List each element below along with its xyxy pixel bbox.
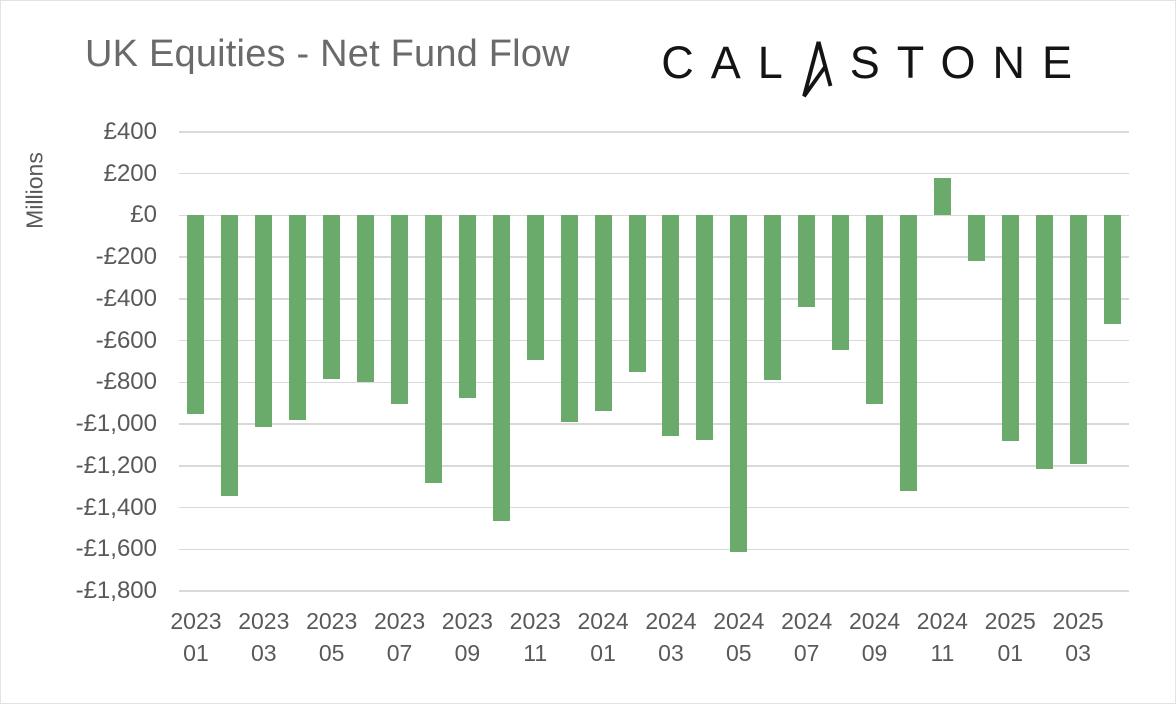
gridline <box>179 465 1129 467</box>
y-tick-label: -£1,400 <box>75 493 157 521</box>
x-axis: 2023 01 2023 03 2023 05 2023 07 2023 09 2023 11 2024… <box>170 605 1129 675</box>
x-tick-label: 2023 03 <box>238 608 290 666</box>
bar-2024-11 <box>933 177 951 216</box>
x-tick-label: 2024 09 <box>848 608 901 666</box>
x-tick-label: 2024 03 <box>645 608 697 666</box>
x-tick-label: 2025 03 <box>1052 608 1104 666</box>
bar-2023-11 <box>526 215 544 361</box>
bar-2023-08 <box>424 215 442 483</box>
logo-text-prefix: CAL <box>661 36 800 88</box>
x-tick-label: 2023 01 <box>170 608 222 666</box>
x-tick-label: 2024 05 <box>713 608 765 666</box>
calastone-arrow-a-icon <box>801 41 833 98</box>
bar-2023-01 <box>187 215 205 414</box>
gridline <box>179 381 1129 384</box>
y-tick-label: -£1,600 <box>75 535 157 563</box>
bar-2025-03 <box>1069 215 1087 464</box>
y-tick-label: £400 <box>103 118 157 145</box>
plot-area <box>179 131 1129 592</box>
gridline <box>179 214 1129 217</box>
y-tick-label: -£400 <box>95 284 157 312</box>
gridline <box>179 548 1129 551</box>
bar-2024-07 <box>798 215 816 308</box>
x-tick-label: 2023 05 <box>306 608 358 666</box>
y-tick-label: -£1,800 <box>75 577 157 604</box>
bar-2023-10 <box>492 215 510 522</box>
y-tick-label: £0 <box>130 201 157 229</box>
gridline <box>179 256 1129 258</box>
y-tick-label: -£200 <box>95 243 157 271</box>
y-tick-label: -£600 <box>95 326 157 354</box>
gridline <box>179 506 1129 509</box>
calastone-logo: CAL STONE <box>661 36 1089 98</box>
bar-2024-05 <box>730 215 748 553</box>
y-tick-label: £200 <box>103 159 157 187</box>
x-tick-label: 2023 09 <box>441 608 493 666</box>
gridline <box>179 172 1129 175</box>
bar-2024-09 <box>866 215 884 405</box>
y-axis: £400 £200 £0 -£200 -£400 -£600 -£800 -£1,000 -£1… <box>1 118 157 604</box>
bar-2025-04 <box>1103 215 1121 324</box>
gridline <box>179 590 1129 592</box>
bar-2023-05 <box>323 215 341 380</box>
x-tick-label: 2024 01 <box>577 608 629 666</box>
bar-2023-06 <box>357 215 375 383</box>
bar-2024-02 <box>628 215 646 372</box>
bar-2024-03 <box>662 215 680 436</box>
bar-2024-06 <box>764 215 782 381</box>
bar-2024-01 <box>594 215 612 411</box>
bar-2023-07 <box>391 215 409 405</box>
chart-title: UK Equities - Net Fund Flow <box>85 33 570 75</box>
bar-2023-12 <box>560 215 578 422</box>
gridline <box>179 423 1129 425</box>
bar-2023-03 <box>255 215 273 428</box>
gridline <box>179 298 1129 300</box>
logo-text-suffix: STONE <box>849 36 1089 88</box>
bar-2024-04 <box>696 215 714 440</box>
bar-2024-10 <box>899 215 917 491</box>
x-tick-label: 2025 01 <box>984 608 1036 666</box>
bar-2023-04 <box>289 215 307 420</box>
bar-2025-01 <box>1001 215 1019 441</box>
gridline <box>179 131 1129 133</box>
bar-2025-02 <box>1035 215 1053 469</box>
bar-2024-08 <box>832 215 850 351</box>
bar-2023-09 <box>458 215 476 398</box>
y-tick-label: -£1,000 <box>75 410 157 438</box>
bar-2024-12 <box>967 215 985 262</box>
bar-2023-02 <box>221 215 239 497</box>
gridline <box>179 339 1129 342</box>
y-tick-label: -£1,200 <box>75 451 157 479</box>
y-tick-label: -£800 <box>95 368 157 396</box>
x-tick-label: 2023 11 <box>509 608 561 666</box>
x-tick-label: 2024 07 <box>781 608 833 666</box>
x-tick-label: 2023 07 <box>373 608 426 666</box>
x-tick-label: 2024 11 <box>916 608 968 666</box>
